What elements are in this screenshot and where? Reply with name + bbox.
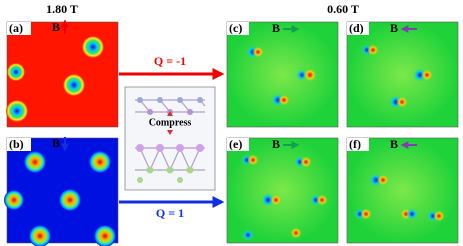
field-label: B <box>52 136 60 150</box>
field-label: B <box>390 21 398 35</box>
crystal-inset: Compress <box>124 86 216 191</box>
panel <box>226 137 339 244</box>
field-label: B <box>390 137 398 151</box>
panel-label: (a) <box>9 21 23 35</box>
panel-label: (d) <box>349 21 364 35</box>
panel <box>4 137 119 246</box>
field-label: B <box>272 21 280 35</box>
field-title: 1.80 T <box>46 2 78 16</box>
panel-label: (f) <box>349 137 361 151</box>
inset-label: Compress <box>149 117 192 128</box>
arrow-label: Q = 1 <box>156 206 184 220</box>
panel-label: (c) <box>229 21 242 35</box>
panel <box>6 21 119 128</box>
panel <box>346 137 459 244</box>
panel <box>226 21 339 128</box>
arrow-label: Q = -1 <box>154 54 186 68</box>
field-label: B <box>272 137 280 151</box>
panel <box>346 21 459 128</box>
field-title: 0.60 T <box>327 2 359 16</box>
panel-label: (b) <box>9 137 24 151</box>
panel-label: (e) <box>229 137 242 151</box>
field-label: B <box>52 20 60 34</box>
